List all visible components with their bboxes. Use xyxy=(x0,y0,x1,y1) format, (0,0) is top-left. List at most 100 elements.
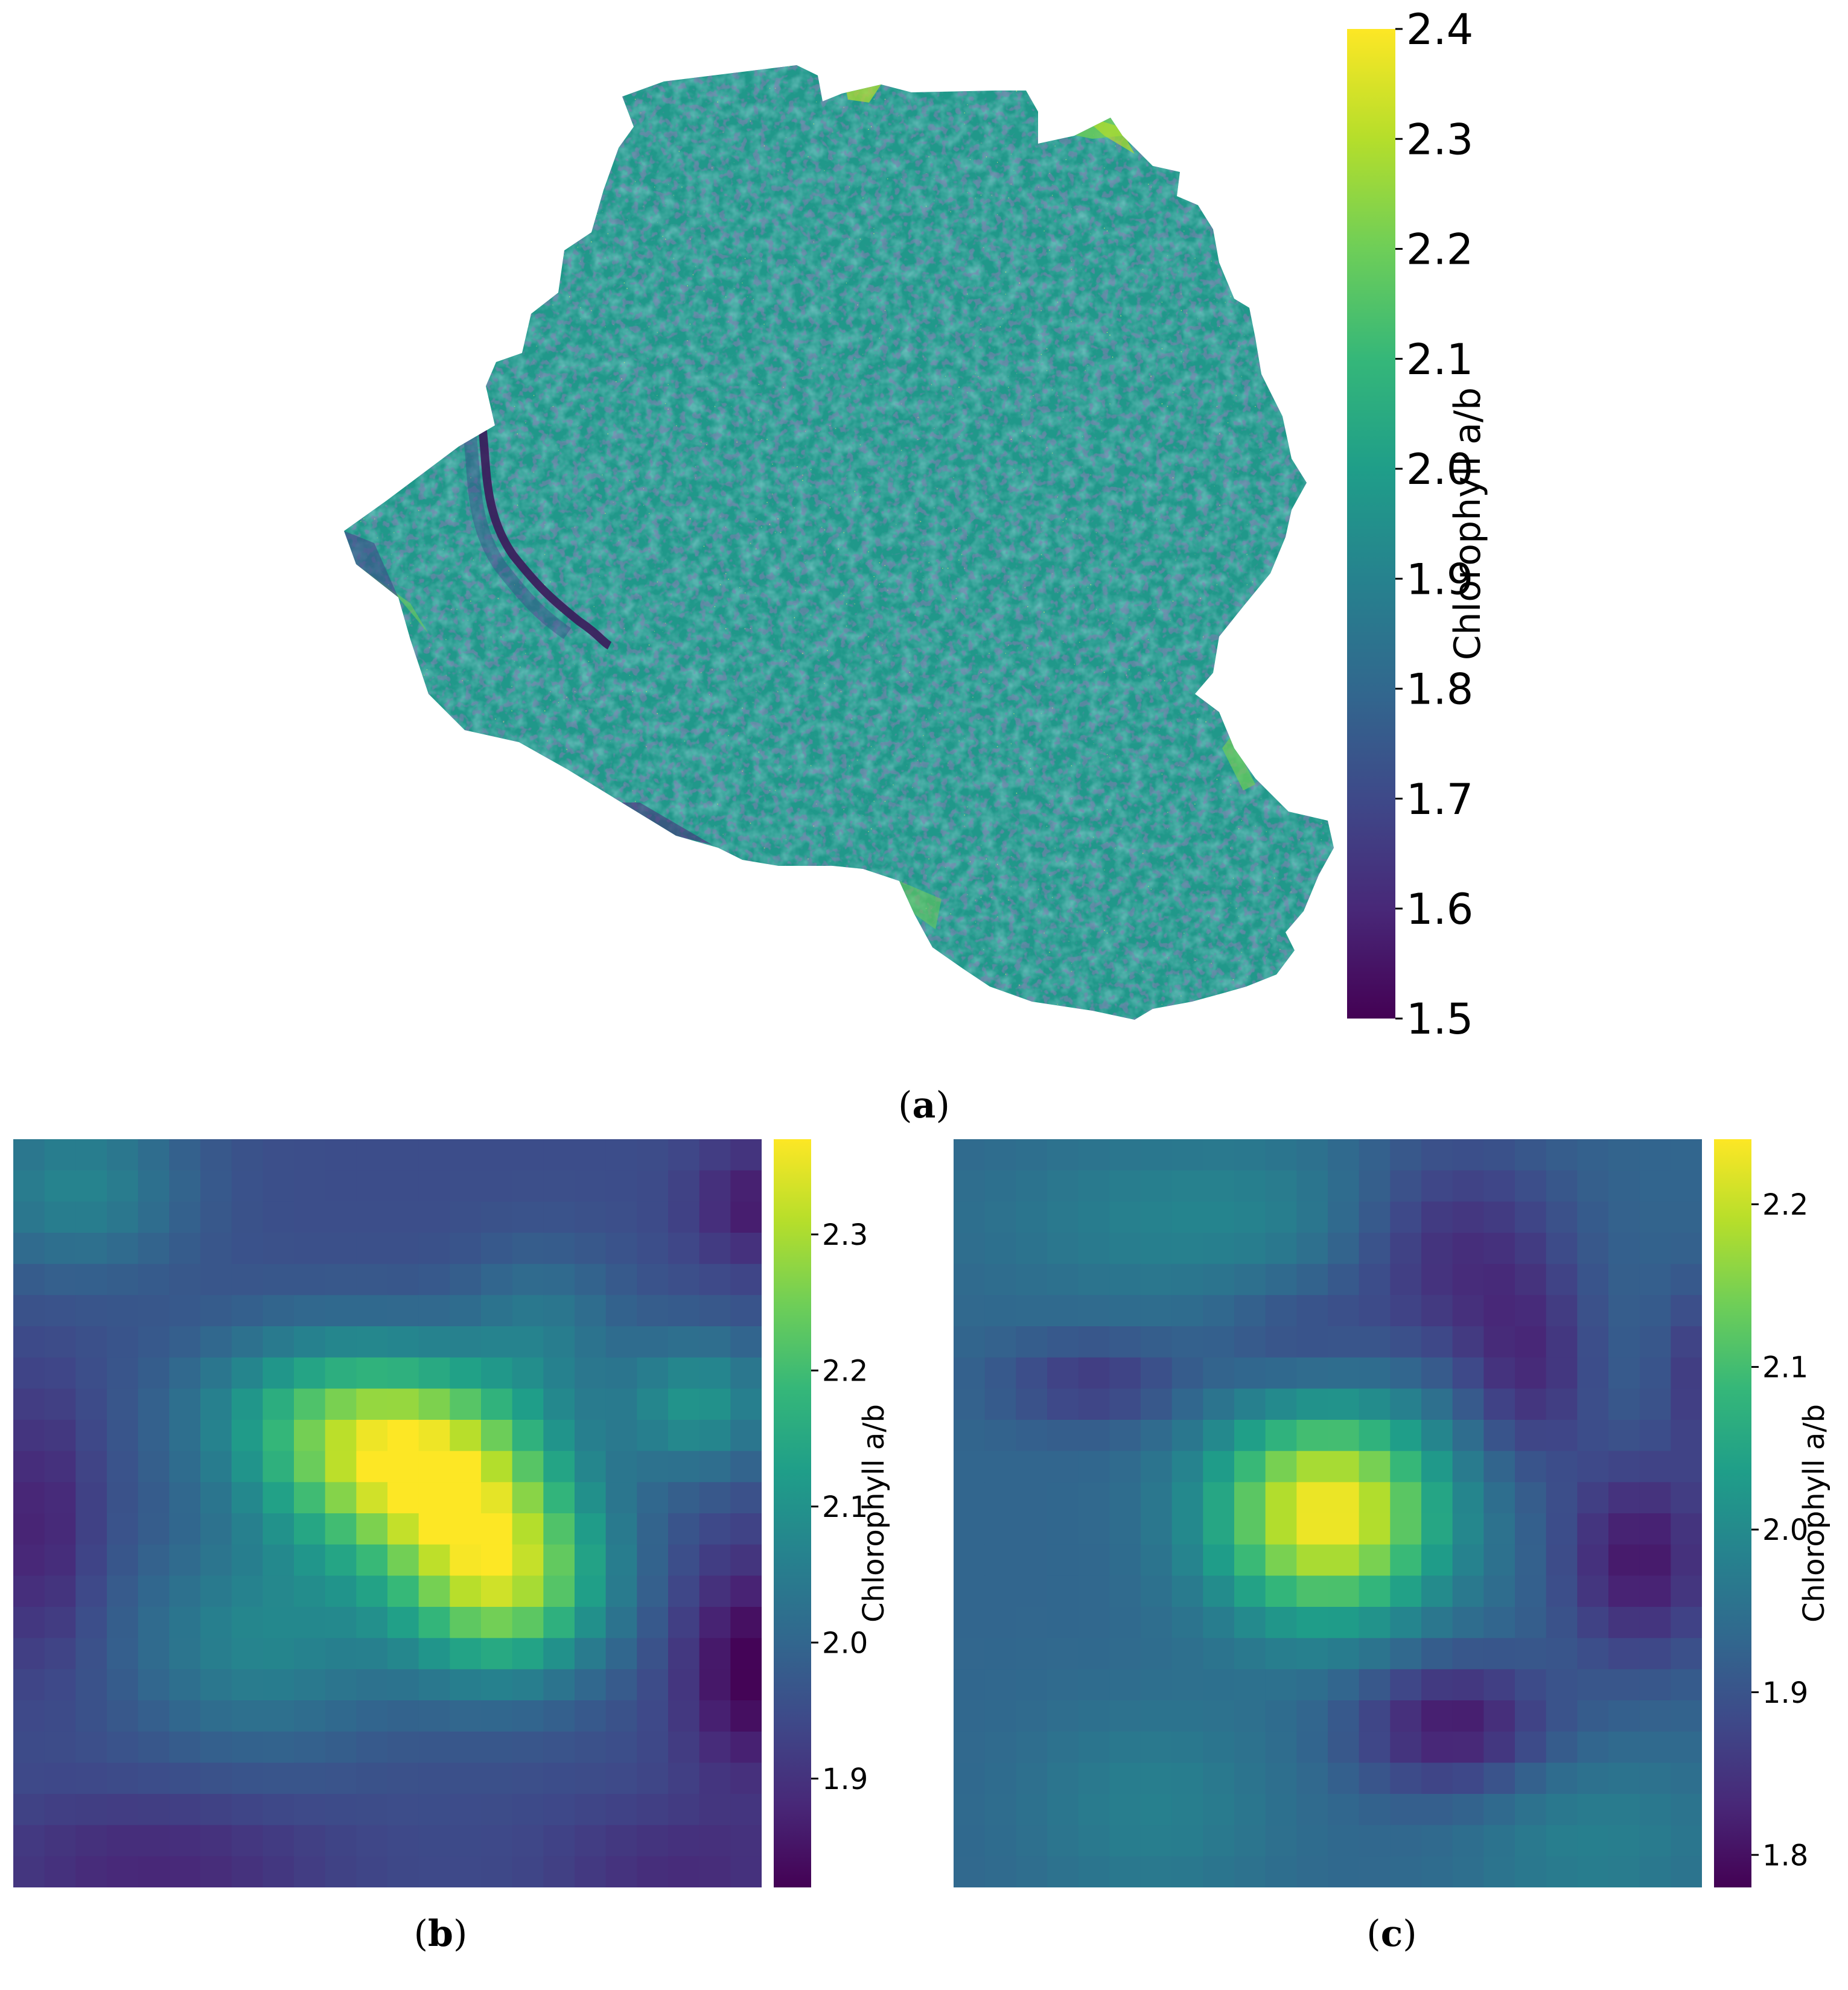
heatmap-cell xyxy=(1203,1794,1235,1826)
heatmap-cell xyxy=(1141,1357,1173,1389)
heatmap-cell xyxy=(1265,1638,1297,1670)
heatmap-cell xyxy=(1546,1233,1578,1265)
heatmap-cell xyxy=(605,1139,637,1171)
heatmap-cell xyxy=(1296,1482,1328,1514)
heatmap-cell xyxy=(575,1264,607,1295)
heatmap-cell xyxy=(954,1357,986,1389)
heatmap-cell xyxy=(356,1388,388,1420)
heatmap-cell xyxy=(699,1794,731,1826)
heatmap-cell xyxy=(730,1201,762,1233)
heatmap-cell xyxy=(418,1731,450,1763)
heatmap-cell xyxy=(1546,1638,1578,1670)
heatmap-cell xyxy=(1515,1700,1547,1732)
caption-c-letter: c xyxy=(1380,1913,1403,1955)
heatmap-cell xyxy=(481,1544,513,1576)
heatmap-cell xyxy=(1515,1607,1547,1639)
heatmap-cell xyxy=(294,1575,326,1607)
heatmap-cell xyxy=(1671,1264,1702,1295)
heatmap-cell xyxy=(1421,1139,1453,1171)
heatmap-cell xyxy=(1296,1731,1328,1763)
heatmap-cell xyxy=(1047,1233,1079,1265)
heatmap-cell xyxy=(954,1513,986,1545)
heatmap-cell xyxy=(575,1513,607,1545)
heatmap-cell xyxy=(1141,1139,1173,1171)
heatmap-cell xyxy=(294,1326,326,1358)
heatmap-cell xyxy=(1359,1482,1391,1514)
colorbar-b-label: Chlorophyll a/b xyxy=(857,1404,891,1623)
heatmap-cell xyxy=(263,1388,295,1420)
heatmap-cell xyxy=(1639,1513,1671,1545)
heatmap-cell xyxy=(325,1607,357,1639)
heatmap-b xyxy=(13,1139,762,1887)
heatmap-cell xyxy=(954,1669,986,1701)
heatmap-cell xyxy=(387,1575,419,1607)
heatmap-cell xyxy=(1171,1513,1203,1545)
heatmap-cell xyxy=(231,1638,263,1670)
heatmap-cell xyxy=(44,1825,76,1857)
heatmap-cell xyxy=(984,1420,1016,1452)
heatmap-cell xyxy=(699,1233,731,1265)
heatmap-cell xyxy=(1577,1201,1609,1233)
heatmap-cell xyxy=(730,1544,762,1576)
colorbar-tick-label: 2.2 xyxy=(1762,1188,1808,1222)
heatmap-cell xyxy=(1016,1357,1048,1389)
heatmap-cell xyxy=(637,1420,669,1452)
heatmap-cell xyxy=(1016,1388,1048,1420)
heatmap-cell xyxy=(1390,1388,1422,1420)
heatmap-cell xyxy=(13,1357,45,1389)
heatmap-cell xyxy=(1515,1825,1547,1857)
heatmap-cell xyxy=(1577,1139,1609,1171)
heatmap-cell xyxy=(512,1139,544,1171)
heatmap-cell xyxy=(294,1170,326,1202)
heatmap-cell xyxy=(1265,1264,1297,1295)
heatmap-cell xyxy=(1203,1669,1235,1701)
heatmap-cell xyxy=(418,1295,450,1327)
heatmap-cell xyxy=(1109,1357,1141,1389)
heatmap-cell xyxy=(44,1856,76,1887)
heatmap-cell xyxy=(637,1170,669,1202)
heatmap-cell xyxy=(231,1856,263,1887)
heatmap-cell xyxy=(1671,1201,1702,1233)
heatmap-cell xyxy=(543,1326,575,1358)
heatmap-cell xyxy=(1639,1233,1671,1265)
heatmap-cell xyxy=(954,1170,986,1202)
caption-b-letter: b xyxy=(428,1913,453,1955)
heatmap-cell xyxy=(1328,1170,1360,1202)
heatmap-cell xyxy=(1234,1201,1266,1233)
heatmap-cell xyxy=(325,1388,357,1420)
heatmap-cell xyxy=(1671,1295,1702,1327)
heatmap-cell xyxy=(1047,1763,1079,1794)
heatmap-cell xyxy=(169,1607,201,1639)
heatmap-cell xyxy=(543,1763,575,1794)
heatmap-cell xyxy=(13,1451,45,1483)
heatmap-cell xyxy=(75,1794,107,1826)
heatmap-cell xyxy=(1078,1825,1110,1857)
heatmap-cell xyxy=(1171,1170,1203,1202)
heatmap-cell xyxy=(1203,1825,1235,1857)
heatmap-cell xyxy=(575,1544,607,1576)
heatmap-cell xyxy=(1671,1357,1702,1389)
heatmap-cell xyxy=(263,1233,295,1265)
heatmap-cell xyxy=(1452,1264,1484,1295)
colorbar-a-ticks: 1.5 1.6 1.7 1.8 1.9 2.0 2.1 2.2 2.3 2.4 xyxy=(1395,5,1473,1044)
heatmap-cell xyxy=(1265,1139,1297,1171)
heatmap-cell xyxy=(1141,1326,1173,1358)
heatmap-cell xyxy=(543,1794,575,1826)
heatmap-cell xyxy=(44,1357,76,1389)
heatmap-cell xyxy=(387,1669,419,1701)
heatmap-cell xyxy=(75,1825,107,1857)
colorbar-tick-label: 2.1 xyxy=(1762,1351,1808,1385)
heatmap-cell xyxy=(1109,1295,1141,1327)
colorbar-b-ticks: 1.9 2.0 2.1 2.2 2.3 xyxy=(811,1218,868,1796)
heatmap-cell xyxy=(1608,1264,1640,1295)
heatmap-cell xyxy=(668,1264,700,1295)
heatmap-cell xyxy=(512,1482,544,1514)
heatmap-cell xyxy=(605,1295,637,1327)
heatmap-cell xyxy=(1171,1607,1203,1639)
heatmap-cell xyxy=(1171,1856,1203,1887)
heatmap-cell xyxy=(1546,1388,1578,1420)
heatmap-cell xyxy=(169,1731,201,1763)
heatmap-cell xyxy=(13,1326,45,1358)
heatmap-cell xyxy=(1265,1326,1297,1358)
heatmap-cell xyxy=(387,1607,419,1639)
